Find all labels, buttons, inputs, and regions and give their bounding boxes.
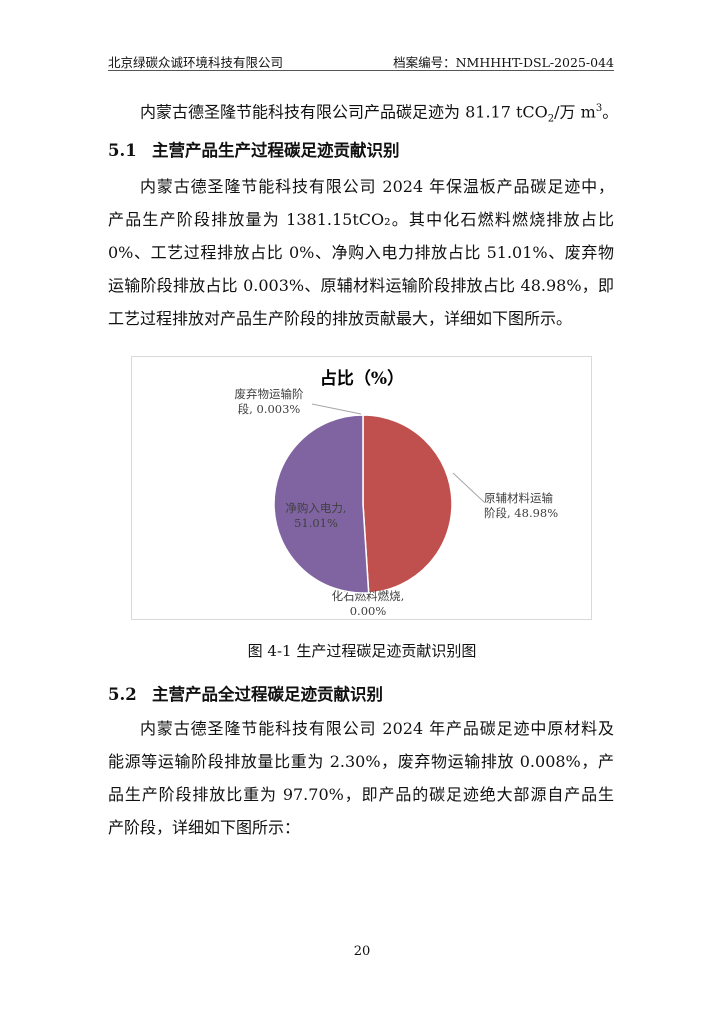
paragraph-line: 品生产阶段排放比重为 97.70%，即产品的碳足迹绝大部源自产品生: [108, 785, 614, 804]
paragraph-line: 产阶段，详细如下图所示：: [108, 818, 301, 837]
paragraph-line: 内蒙古德圣隆节能科技有限公司 2024 年保温板产品碳足迹中，: [140, 177, 614, 196]
figure-caption: 图 4-1 生产过程碳足迹贡献识别图: [247, 642, 477, 660]
page-header: 北京绿碳众诚环境科技有限公司 档案编号：NMHHHT-DSL-2025-044: [108, 50, 614, 71]
pie-slice: [273, 414, 370, 594]
header-doc-number: 档案编号：NMHHHT-DSL-2025-044: [393, 55, 614, 70]
paragraph-line: 运输阶段排放占比 0.003%、原辅材料运输阶段排放占比 48.98%，即: [108, 276, 614, 295]
leader-line: [311, 403, 362, 415]
paragraph-line: 产品生产阶段排放量为 1381.15tCO₂。其中化石燃料燃烧排放占比: [108, 210, 614, 229]
intro-paragraph: 内蒙古德圣隆节能科技有限公司产品碳足迹为 81.17 tCO2/万 m3。: [140, 102, 619, 125]
chart-title: 占比（%）: [320, 368, 404, 389]
pie-data-label: 原辅材料运输阶段, 48.98%: [484, 491, 558, 520]
leader-line: [452, 472, 485, 503]
section-heading-5-1: 5.1 主营产品生产过程碳足迹贡献识别: [108, 141, 400, 160]
section-heading-5-2: 5.2 主营产品全过程碳足迹贡献识别: [108, 685, 383, 704]
page-number: 20: [353, 944, 371, 959]
pie-slice: [362, 414, 453, 594]
paragraph-line: 0%、工艺过程排放占比 0%、净购入电力排放占比 51.01%、废弃物: [108, 243, 614, 262]
pie-data-label: 净购入电力, 51.01%: [285, 501, 346, 530]
pie-chart-svg: 占比（%） 原辅材料运输阶段, 48.98%化石燃料燃烧, 0.00%净购入电力,…: [235, 368, 559, 618]
pie-data-label: 废弃物运输阶段, 0.003%: [235, 387, 304, 416]
header-company: 北京绿碳众诚环境科技有限公司: [108, 55, 284, 70]
pie-chart: 占比（%） 原辅材料运输阶段, 48.98% 化石燃料燃烧, 0.00% 净购入电力,…: [131, 356, 592, 620]
paragraph-line: 工艺过程排放对产品生产阶段的排放贡献最大，详细如下图所示。: [108, 309, 573, 328]
paragraph-line: 内蒙古德圣隆节能科技有限公司 2024 年产品碳足迹中原材料及: [140, 719, 614, 738]
paragraph-line: 能源等运输阶段排放量比重为 2.30%，废弃物运输排放 0.008%，产: [108, 752, 614, 771]
